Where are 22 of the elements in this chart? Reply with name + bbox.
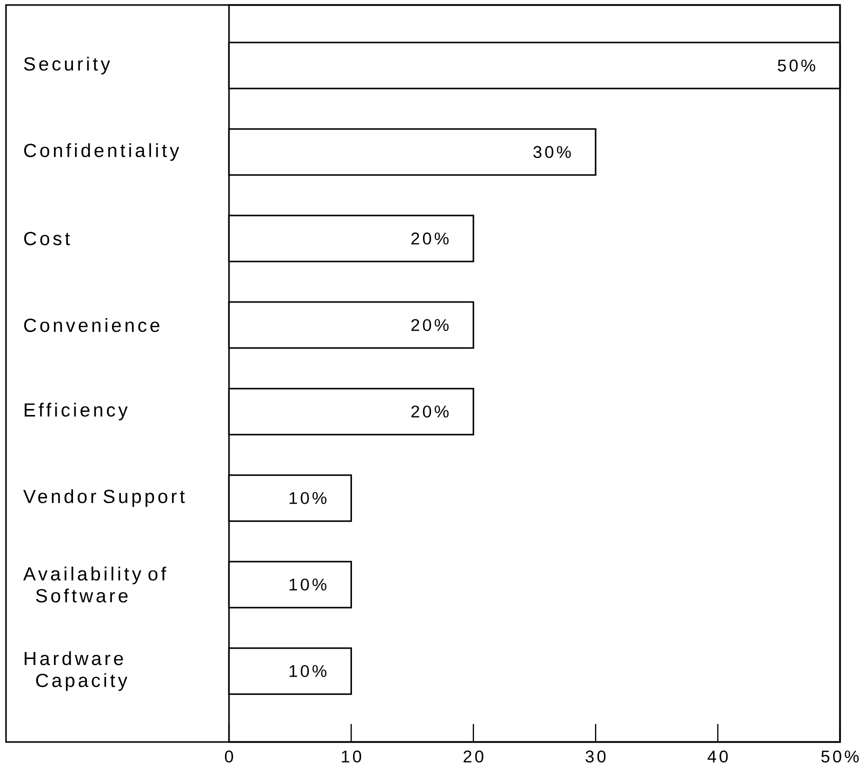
y-tick-label: Confidentiality bbox=[24, 143, 180, 161]
x-tick-label: 50% bbox=[821, 750, 859, 763]
x-tick-label: 20 bbox=[464, 750, 484, 763]
x-tick-label: 40 bbox=[708, 750, 728, 763]
y-tick-label: Cost bbox=[24, 232, 70, 246]
y-tick-label: Vendor Support bbox=[23, 489, 185, 507]
x-tick-label: 10 bbox=[342, 750, 362, 763]
data-label: 20% bbox=[411, 406, 449, 418]
data-label: 20% bbox=[411, 232, 449, 245]
y-tick-label: Convenience bbox=[24, 318, 160, 332]
y-tick-label: Efficiency bbox=[24, 402, 128, 420]
data-label: 10% bbox=[290, 578, 326, 591]
data-label: 30% bbox=[533, 146, 571, 158]
data-label: 50% bbox=[778, 60, 816, 72]
x-tick-label: 30 bbox=[586, 750, 606, 763]
data-label: 20% bbox=[411, 319, 449, 332]
y-tick-label: Availability of Software bbox=[23, 566, 166, 602]
x-tick-label: 0 bbox=[224, 750, 234, 763]
y-tick-label: Security bbox=[24, 56, 110, 74]
data-label: 10% bbox=[290, 665, 326, 678]
data-label: 10% bbox=[290, 492, 326, 504]
y-tick-label: Hardware Capacity bbox=[24, 651, 128, 691]
